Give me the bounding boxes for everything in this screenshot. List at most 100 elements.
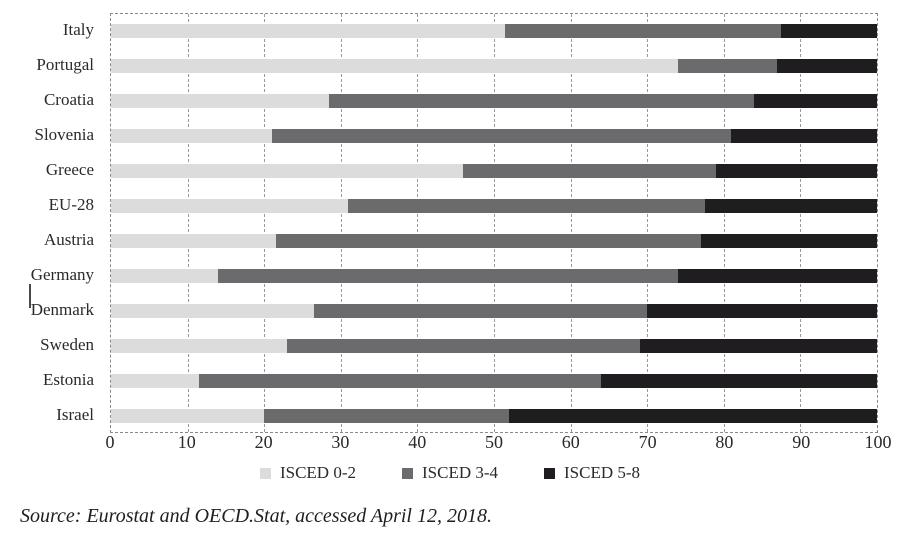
bar-row	[111, 329, 877, 364]
bar-row	[111, 189, 877, 224]
legend-label-isced-3-4: ISCED 3-4	[421, 463, 499, 482]
bar-row	[111, 364, 877, 399]
bar-segment	[677, 58, 778, 73]
bar-segment	[463, 163, 717, 178]
x-tick-label: 60	[561, 432, 580, 452]
bar-segment	[111, 23, 506, 38]
bar-row	[111, 119, 877, 154]
bar-segment	[111, 128, 272, 143]
x-tick-label: 80	[715, 432, 734, 452]
bar-segment	[639, 338, 877, 353]
bar-segment	[647, 303, 877, 318]
bar-segment	[731, 128, 877, 143]
y-axis-label: Italy	[62, 20, 94, 39]
y-axis-label: Croatia	[43, 90, 94, 109]
bar-segment	[111, 268, 219, 283]
stacked-bar	[111, 128, 877, 143]
bar-row	[111, 49, 877, 84]
legend-swatch-isced-0-2-icon	[259, 467, 271, 479]
x-tick-label: 40	[408, 432, 427, 452]
bar-segment	[716, 163, 877, 178]
x-tick-label: 30	[331, 432, 350, 452]
stacked-bar	[111, 303, 877, 318]
x-tick-label: 90	[792, 432, 811, 452]
x-tick-label: 20	[254, 432, 273, 452]
stacked-bar	[111, 93, 877, 108]
gridline	[187, 14, 189, 432]
bar-segment	[111, 163, 464, 178]
gridline	[264, 14, 266, 432]
legend-swatch-isced-5-8-icon	[544, 467, 556, 479]
bar-segment	[704, 198, 877, 213]
y-axis-label: Israel	[56, 405, 94, 424]
stacked-bar	[111, 338, 877, 353]
stacked-bar	[111, 58, 877, 73]
bar-row	[111, 294, 877, 329]
bar-segment	[111, 408, 265, 423]
bar-segment	[111, 338, 288, 353]
bar-segment	[700, 233, 877, 248]
bar-row	[111, 224, 877, 259]
bar-segment	[505, 23, 782, 38]
legend-swatch-isced-3-4-icon	[401, 467, 413, 479]
bar-segment	[111, 198, 349, 213]
x-tick-label: 0	[105, 432, 115, 452]
source-note: Source: Eurostat and OECD.Stat, accessed…	[20, 505, 492, 527]
legend: ISCED 0-2 ISCED 3-4 ISCED 5-8	[0, 463, 900, 483]
y-axis-label: Greece	[45, 160, 94, 179]
y-axis-label: Slovenia	[34, 125, 95, 144]
bar-segment	[111, 93, 330, 108]
legend-label-isced-0-2: ISCED 0-2	[279, 463, 356, 482]
y-axis-label: Portugal	[36, 55, 94, 74]
stacked-bar	[111, 198, 877, 213]
gridline	[723, 14, 725, 432]
legend-item-isced-5-8: ISCED 5-8	[544, 463, 640, 483]
bar-row	[111, 399, 877, 434]
bar-segment	[754, 93, 877, 108]
bar-segment	[348, 198, 705, 213]
gridline	[800, 14, 802, 432]
bar-segment	[111, 233, 276, 248]
stacked-bar	[111, 233, 877, 248]
y-axis-label: Sweden	[40, 335, 94, 354]
gridline	[570, 14, 572, 432]
bar-segment	[218, 268, 678, 283]
legend-item-isced-0-2: ISCED 0-2	[259, 463, 356, 483]
bar-segment	[509, 408, 877, 423]
bar-segment	[271, 128, 732, 143]
bar-segment	[111, 373, 200, 388]
bar-segment	[313, 303, 648, 318]
y-axis-labels: Italy Portugal Croatia Slovenia Greece EU-28 A…	[0, 13, 102, 433]
bar-segment	[287, 338, 640, 353]
legend-item-isced-3-4: ISCED 3-4	[401, 463, 499, 483]
x-tick-label: 10	[177, 432, 196, 452]
y-axis-label: Estonia	[43, 370, 94, 389]
bar-segment	[264, 408, 510, 423]
stacked-bar	[111, 163, 877, 178]
stacked-bar	[111, 408, 877, 423]
stacked-bar	[111, 23, 877, 38]
stacked-bar	[111, 373, 877, 388]
bar-row	[111, 154, 877, 189]
x-tick-label: 100	[864, 432, 892, 452]
stacked-bar	[111, 268, 877, 283]
bar-segment	[111, 58, 678, 73]
x-tick-label: 70	[638, 432, 657, 452]
bar-segment	[199, 373, 602, 388]
text-cursor-artifact	[29, 284, 31, 308]
gridline	[647, 14, 649, 432]
y-axis-label: EU-28	[48, 195, 94, 214]
legend-label-isced-5-8: ISCED 5-8	[564, 463, 641, 482]
bar-segment	[275, 233, 701, 248]
y-axis-label: Germany	[30, 265, 94, 284]
bar-segment	[677, 268, 877, 283]
bar-segment	[329, 93, 755, 108]
gridline	[494, 14, 495, 432]
bar-row	[111, 14, 877, 49]
bar-row	[111, 84, 877, 119]
bar-segment	[111, 303, 314, 318]
x-axis: 0 10 20 30 40 50 60 70 80 90 100	[0, 430, 900, 454]
bar-segment	[777, 58, 877, 73]
gridline	[417, 14, 419, 432]
